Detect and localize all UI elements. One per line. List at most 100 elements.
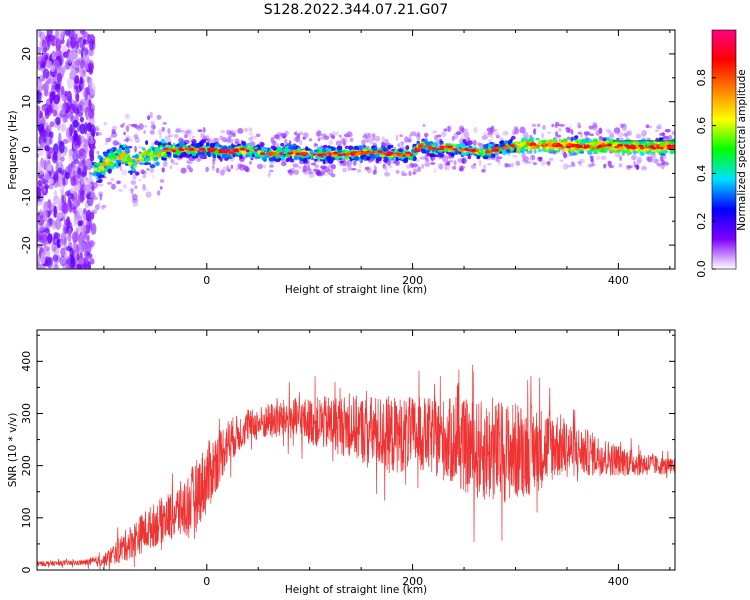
spectrogram-cell — [531, 154, 536, 161]
spectrogram-cell — [537, 123, 541, 128]
spectrogram-cell — [416, 147, 421, 150]
spectrogram-cell — [196, 158, 201, 161]
spectrogram-cell — [341, 140, 346, 143]
spectrogram-cell — [342, 139, 346, 146]
spectrogram-cell — [488, 139, 492, 143]
spectrogram-cell — [557, 134, 562, 138]
spectrogram-cell — [410, 131, 417, 137]
spectrogram-cell — [53, 245, 60, 256]
spectrogram-cell — [589, 133, 594, 136]
spectrogram-cell — [39, 208, 43, 216]
spectrogram-cell — [42, 210, 48, 222]
spectrogram-cell — [269, 169, 274, 173]
spectrogram-cell — [390, 144, 394, 148]
spectrogram-cell — [592, 122, 598, 128]
spectrogram-cell — [150, 120, 156, 125]
spectrogram-cell — [84, 184, 88, 197]
spectrogram-cell — [590, 155, 593, 162]
spectrogram-cell — [42, 68, 50, 79]
spectrogram-cell — [505, 146, 510, 149]
spectrogram-cell — [149, 167, 155, 174]
spectrogram-cell — [76, 37, 82, 45]
spectrogram-cell — [173, 133, 179, 139]
x-tick-label: 200 — [402, 274, 423, 287]
spectrogram-cell — [314, 164, 319, 168]
spectrogram-cell — [603, 163, 607, 167]
spectrogram-cell — [37, 104, 41, 117]
spectrogram-cell — [436, 134, 442, 138]
spectrogram-cell — [145, 191, 152, 198]
spectrogram-cell — [53, 171, 59, 183]
spectrogram-cell — [418, 144, 424, 148]
spectrogram-marks — [37, 30, 675, 269]
spectrogram-cell — [56, 205, 61, 212]
spectrogram-cell — [75, 264, 82, 269]
spectrogram-cell — [152, 158, 158, 162]
spectrogram-cell — [250, 157, 254, 161]
spectrogram-cell — [60, 188, 65, 195]
spectrogram-cell — [55, 38, 62, 51]
spectrogram-cell — [52, 143, 59, 155]
spectrogram-cell — [205, 166, 209, 172]
spectrogram-cell — [603, 164, 607, 169]
spectrogram-cell — [463, 131, 470, 138]
spectrogram-cell — [113, 153, 117, 159]
spectrogram-cell — [139, 162, 145, 165]
spectrogram-cell — [475, 149, 479, 152]
spectrogram-cell — [151, 142, 155, 146]
spectrogram-cell — [641, 132, 647, 137]
spectrogram-cell — [452, 148, 458, 151]
spectrogram-cell — [188, 135, 192, 140]
spectrogram-cell — [273, 134, 280, 140]
colorbar-label: Normalized spectral amplitude — [736, 69, 748, 230]
spectrogram-cell — [409, 153, 414, 157]
spectrogram-cell — [490, 135, 494, 140]
spectrogram-cell — [67, 199, 73, 213]
spectrogram-cell — [322, 144, 328, 149]
spectrogram-cell — [37, 189, 41, 199]
spectrogram-cell — [577, 122, 581, 129]
spectrogram-cell — [657, 123, 662, 130]
spectrogram-cell — [318, 171, 325, 176]
spectrogram-cell — [192, 135, 195, 139]
spectrogram-cell — [408, 170, 412, 177]
spectrogram-cell — [269, 164, 274, 168]
spectrogram-cell — [49, 135, 53, 145]
spectrogram-cell — [498, 159, 501, 166]
spectrogram-cell — [125, 137, 129, 143]
spectrogram-cell — [82, 143, 88, 148]
spectrogram-cell — [230, 164, 234, 169]
spectrogram-cell — [268, 151, 274, 155]
spectrogram-cell — [133, 133, 139, 140]
spectrogram-cell — [529, 149, 533, 154]
spectrogram-cell — [37, 199, 43, 206]
spectrogram-cell — [227, 168, 231, 172]
spectrogram-cell — [95, 125, 99, 132]
spectrogram-cell — [318, 172, 322, 176]
spectrogram-cell — [74, 59, 80, 67]
spectrogram-cell — [639, 151, 645, 156]
spectrogram-cell — [45, 125, 52, 132]
spectrogram-cell — [502, 130, 509, 136]
spectrogram-cell — [69, 123, 73, 137]
spectrogram-cell — [588, 149, 593, 156]
spectrogram-cell — [590, 163, 594, 166]
spectrogram-cell — [369, 158, 375, 162]
spectrogram-cell — [264, 148, 268, 152]
spectrogram-cell — [553, 147, 560, 151]
spectrogram-cell — [55, 83, 61, 93]
spectrogram-cell — [535, 137, 540, 141]
spectrogram-cell — [97, 154, 102, 160]
spectrogram-cell — [87, 199, 91, 203]
spectrogram-cell — [335, 155, 339, 161]
spectrogram-cell — [459, 149, 465, 152]
spectrogram-cell — [66, 216, 71, 229]
spectrogram-cell — [134, 136, 140, 143]
spectrogram-cell — [77, 135, 81, 145]
spectrogram-cell — [106, 181, 113, 185]
spectrogram-cell — [268, 157, 275, 162]
spectrogram-cell — [38, 53, 43, 64]
spectrogram-cell — [186, 164, 191, 170]
spectrogram-cell — [364, 138, 370, 143]
spectrogram-cell — [372, 132, 376, 137]
